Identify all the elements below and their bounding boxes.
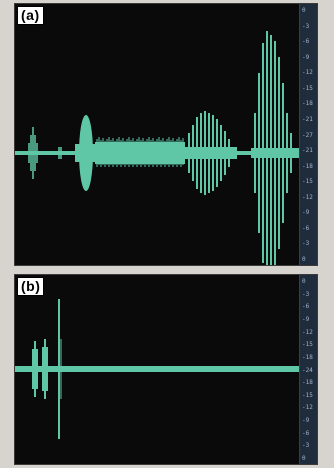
panel-label-b: (b) [17, 277, 45, 296]
ruler-tick: -12 [302, 404, 313, 412]
ruler-tick: -18 [302, 353, 313, 361]
db-ruler-b: 0 -3 -6 -9 -12 -15 -18 -24 -18 -15 -12 -9 -6 -3 0 [299, 275, 317, 464]
ruler-tick: -18 [302, 379, 313, 387]
ruler-tick: -3 [302, 290, 310, 298]
ruler-tick: -3 [302, 240, 310, 248]
ruler-tick: -3 [302, 442, 310, 450]
ruler-tick: -9 [302, 315, 310, 323]
panel-label-a: (a) [17, 6, 44, 25]
ruler-tick: -18 [302, 100, 313, 108]
ruler-tick: -15 [302, 84, 313, 92]
ruler-tick: 0 [302, 278, 306, 285]
ruler-tick: -15 [302, 341, 313, 349]
ruler-tick: 0 [302, 256, 306, 263]
ruler-tick: -12 [302, 328, 313, 336]
waveform-panel-b[interactable]: 0 -3 -6 -9 -12 -15 -18 -24 -18 -15 -12 -9 -6 -3 0 (b) [14, 274, 318, 465]
ruler-tick: -6 [302, 303, 310, 311]
ruler-tick: -9 [302, 209, 310, 217]
ruler-tick: -27 [302, 131, 313, 139]
waveform-a[interactable] [15, 4, 302, 265]
ruler-tick: -12 [302, 69, 313, 77]
ruler-tick: -21 [302, 115, 313, 123]
ruler-tick: -24 [302, 366, 313, 374]
ruler-tick: -12 [302, 193, 313, 201]
ruler-tick: -15 [302, 391, 313, 399]
ruler-tick: -15 [302, 178, 313, 186]
ruler-tick: -21 [302, 147, 313, 155]
ruler-tick: -6 [302, 38, 310, 46]
ruler-tick: -6 [302, 429, 310, 437]
ruler-tick: 0 [302, 455, 306, 462]
ruler-tick: -9 [302, 417, 310, 425]
ruler-tick: 0 [302, 7, 306, 14]
waveform-panel-a[interactable]: 0 -3 -6 -9 -12 -15 -18 -21 -27 -21 -18 -15 -12 -9 -6 -3… [14, 3, 318, 266]
waveform-b[interactable] [15, 275, 302, 464]
ruler-tick: -18 [302, 162, 313, 170]
ruler-tick: -3 [302, 22, 310, 30]
ruler-tick: -6 [302, 224, 310, 232]
ruler-tick: -9 [302, 53, 310, 61]
db-ruler-a: 0 -3 -6 -9 -12 -15 -18 -21 -27 -21 -18 -15 -12 -9 -6 -3… [299, 4, 317, 265]
